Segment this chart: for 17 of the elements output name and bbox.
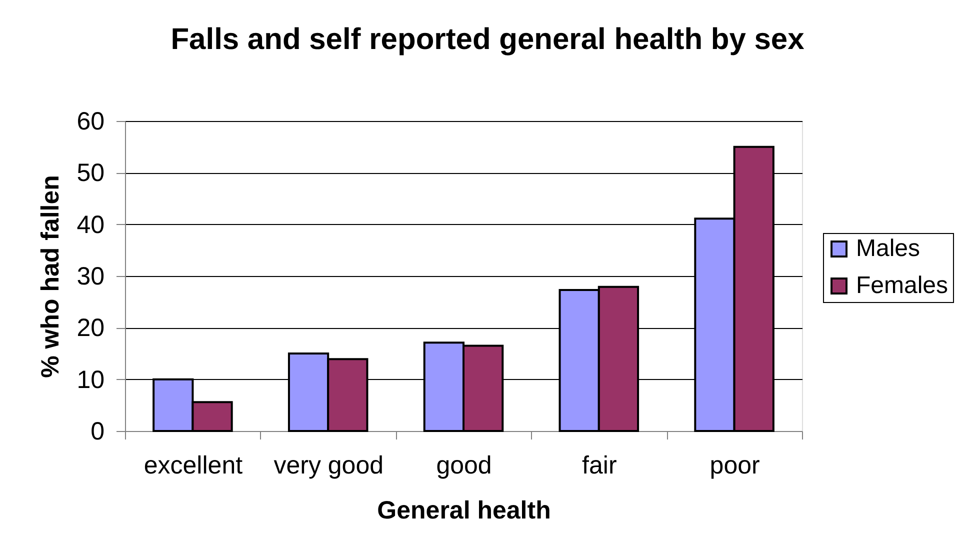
legend-label: Females <box>856 272 948 299</box>
y-tick-label: 30 <box>76 262 104 290</box>
legend-label: Males <box>856 235 920 262</box>
y-tick-label: 0 <box>90 418 104 446</box>
chart-title: Falls and self reported general health by sex <box>170 23 805 56</box>
x-axis-title: General health <box>377 496 551 524</box>
x-tick-label: poor <box>710 452 760 480</box>
x-tick-label: excellent <box>144 452 243 480</box>
y-tick-label: 10 <box>76 366 104 394</box>
y-axis-title: % who had fallen <box>36 175 65 378</box>
y-tick-label: 40 <box>76 210 104 239</box>
x-tick-label: good <box>436 452 492 480</box>
y-tick-label: 50 <box>76 159 104 188</box>
x-tick-label: fair <box>582 452 617 480</box>
y-tick-label: 20 <box>76 314 104 342</box>
x-tick-label: very good <box>274 452 384 480</box>
y-tick-label: 60 <box>76 108 104 136</box>
